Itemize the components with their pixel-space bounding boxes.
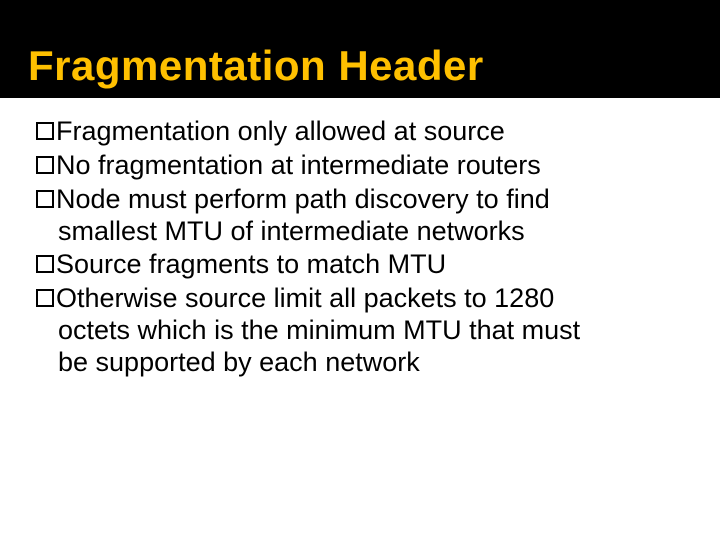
bullet-item: Fragmentation only allowed at source [36, 116, 684, 148]
bullet-text: Node must perform path discovery to find [56, 184, 550, 216]
square-bullet-icon [36, 255, 54, 273]
square-bullet-icon [36, 190, 54, 208]
bullet-text-cont: smallest MTU of intermediate networks [58, 216, 684, 248]
title-band: Fragmentation Header [0, 0, 720, 98]
bullet-item: Source fragments to match MTU [36, 249, 684, 281]
slide-body: Fragmentation only allowed at source No … [36, 116, 684, 381]
bullet-text: Source fragments to match MTU [56, 249, 446, 281]
bullet-text: No fragmentation at intermediate routers [56, 150, 541, 182]
slide: Fragmentation Header Fragmentation only … [0, 0, 720, 540]
bullet-text: Otherwise source limit all packets to 12… [56, 283, 554, 315]
bullet-item: No fragmentation at intermediate routers [36, 150, 684, 182]
bullet-text-cont: octets which is the minimum MTU that mus… [58, 315, 684, 347]
square-bullet-icon [36, 289, 54, 307]
square-bullet-icon [36, 156, 54, 174]
square-bullet-icon [36, 122, 54, 140]
bullet-item: Node must perform path discovery to find… [36, 184, 684, 248]
bullet-item: Otherwise source limit all packets to 12… [36, 283, 684, 379]
bullet-text-cont: be supported by each network [58, 347, 684, 379]
slide-title: Fragmentation Header [28, 42, 484, 90]
bullet-text: Fragmentation only allowed at source [56, 116, 505, 148]
